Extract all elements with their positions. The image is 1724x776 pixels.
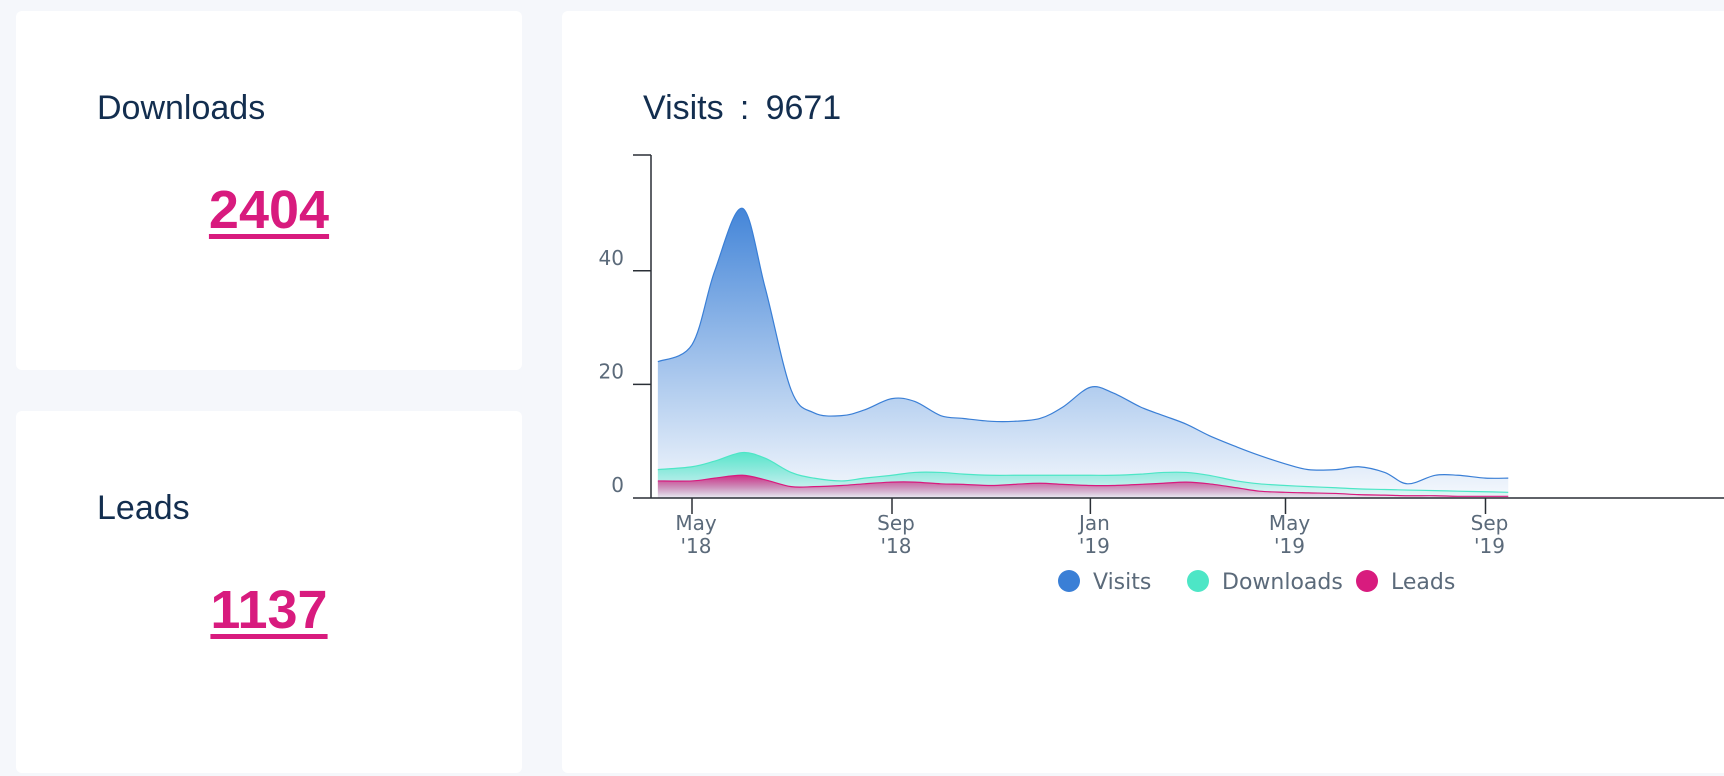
downloads-title: Downloads xyxy=(97,89,266,127)
chart-areas xyxy=(657,207,1509,498)
downloads-card: Downloads 2404 xyxy=(16,11,522,370)
visits-chart-card: Visits : 9671 0 20 40 May '18 Sep '18 Jan '19 May… xyxy=(562,11,1724,773)
visits-chart-title: Visits : 9671 xyxy=(643,89,841,128)
area-visits xyxy=(657,208,1509,498)
legend-label: Downloads xyxy=(1222,570,1343,595)
leads-card: Leads 1137 xyxy=(16,411,522,773)
visits-title-separator: : xyxy=(739,89,750,127)
leads-title: Leads xyxy=(97,489,190,527)
visits-total-value: 9671 xyxy=(765,89,842,127)
series-leads xyxy=(657,474,1509,498)
legend-item-leads[interactable]: Leads xyxy=(1356,570,1455,595)
legend-swatch xyxy=(1356,570,1378,592)
line-leads xyxy=(657,474,1509,497)
leads-value-link[interactable]: 1137 xyxy=(210,580,328,640)
legend-swatch xyxy=(1058,570,1080,592)
chart-legend: Visits Downloads Leads xyxy=(1058,570,1455,595)
y-tick-label: 20 xyxy=(599,359,624,383)
legend-label: Visits xyxy=(1093,570,1151,595)
x-tick-label: May '19 xyxy=(1269,511,1311,558)
area-leads xyxy=(657,475,1509,498)
visits-area-chart: 0 20 40 May '18 Sep '18 Jan '19 May '19 Sep '19 Visi… xyxy=(599,154,1724,595)
x-tick-label: Jan '19 xyxy=(1077,511,1110,558)
legend-item-downloads[interactable]: Downloads xyxy=(1187,570,1343,595)
x-tick-label: Sep '18 xyxy=(877,511,915,558)
chart-axes: 0 20 40 May '18 Sep '18 Jan '19 May '19 Sep '19 xyxy=(599,154,1724,558)
legend-item-visits[interactable]: Visits xyxy=(1058,570,1151,595)
downloads-value-link[interactable]: 2404 xyxy=(208,180,330,240)
legend-swatch xyxy=(1187,570,1209,592)
y-tick-label: 0 xyxy=(611,473,624,497)
x-tick-label: Sep '19 xyxy=(1471,511,1509,558)
line-visits xyxy=(657,207,1509,485)
x-tick-label: May '18 xyxy=(675,511,717,558)
legend-label: Leads xyxy=(1391,570,1455,595)
visits-title-label: Visits xyxy=(643,89,724,127)
line-downloads xyxy=(657,451,1509,493)
y-tick-label: 40 xyxy=(599,246,624,270)
series-visits xyxy=(657,207,1509,498)
